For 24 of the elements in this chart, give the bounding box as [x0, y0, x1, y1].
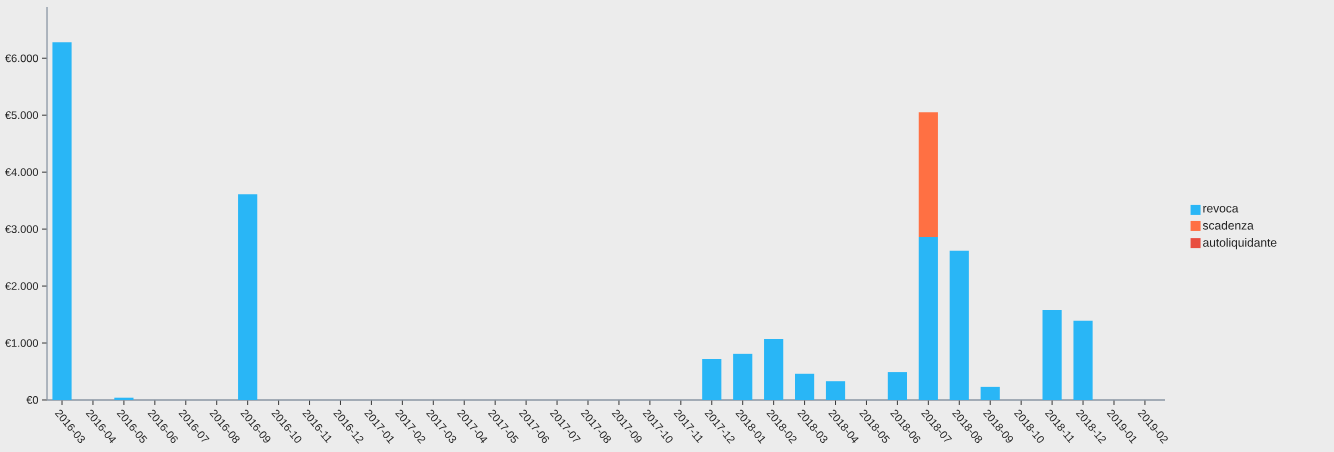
bar: [52, 42, 72, 400]
y-tick-label: €0: [26, 396, 39, 404]
bar: [825, 381, 846, 400]
bar: [733, 353, 753, 400]
y-tick-label: €5.000: [5, 111, 39, 120]
bar: [918, 112, 938, 238]
y-tick-label: €2.000: [5, 282, 39, 290]
bar: [794, 373, 815, 400]
bar: [887, 372, 907, 400]
bar: [238, 194, 258, 400]
bar: [949, 250, 969, 400]
y-tick-label: €6.000: [5, 54, 39, 63]
legend-label: scadenza: [1202, 220, 1254, 230]
y-tick-label: €4.000: [5, 168, 39, 177]
legend-label: autoliquidante: [1203, 238, 1277, 250]
bar: [1042, 309, 1062, 400]
bar: [1073, 320, 1093, 400]
bar: [980, 386, 1000, 400]
bar: [918, 237, 938, 400]
bar: [702, 358, 722, 400]
bar: [764, 339, 784, 400]
y-tick-label: €1.000: [5, 339, 39, 347]
legend-label: revoca: [1203, 205, 1239, 213]
y-tick-label: €3.000: [5, 225, 39, 233]
